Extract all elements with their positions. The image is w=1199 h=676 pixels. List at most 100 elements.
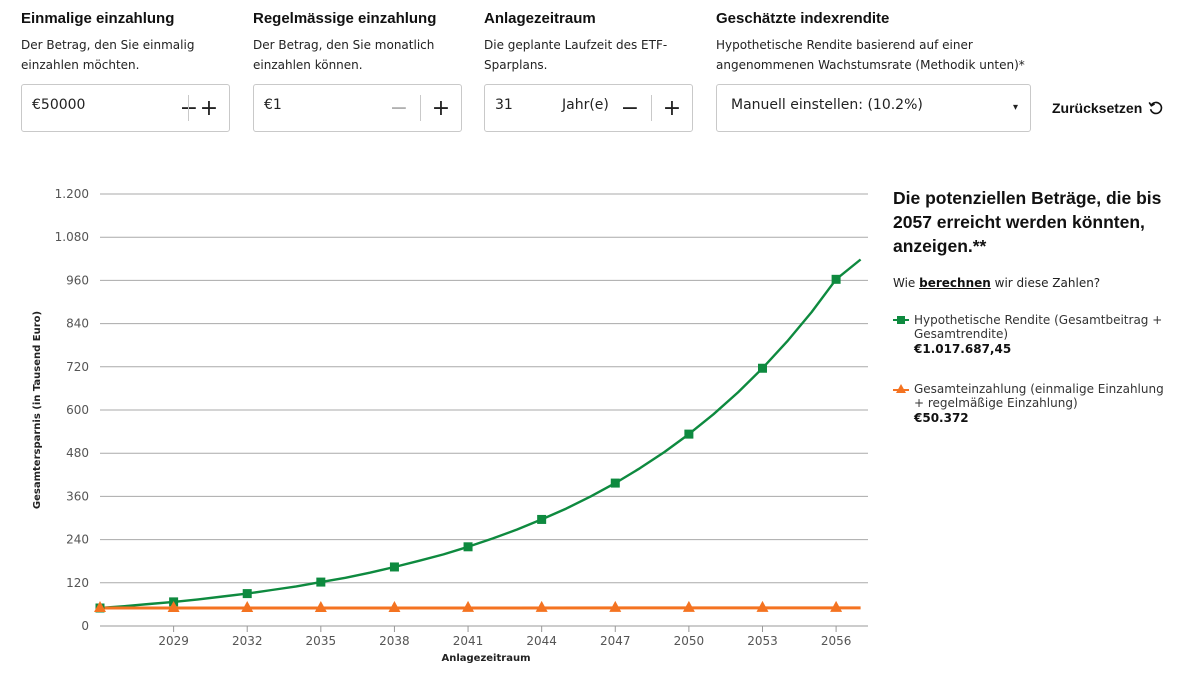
index-return-select[interactable]: Manuell einstellen: (10.2%) ▾ bbox=[716, 84, 1031, 132]
return-data-point bbox=[537, 514, 547, 524]
savings-chart: 0 120 240 360 480 600 720 840 960 1.080 1.200 2029… bbox=[32, 187, 868, 664]
y-tick-label: 120 bbox=[66, 576, 89, 590]
legend-label-deposits: Gesamteinzahlung (einmalige Einzahlung +… bbox=[914, 382, 1164, 410]
index-return-desc-line1: Hypothetische Rendite basierend auf eine… bbox=[716, 38, 973, 52]
lump-sum-title: Einmalige einzahlung bbox=[21, 10, 175, 27]
y-tick-label: 720 bbox=[66, 360, 89, 374]
deposits-data-point bbox=[830, 600, 843, 612]
return-series-line bbox=[99, 258, 862, 610]
period-desc-line2: Sparplans. bbox=[484, 58, 548, 72]
return-data-point bbox=[463, 542, 473, 552]
deposits-data-point bbox=[241, 600, 254, 612]
period-stepper[interactable]: 31 Jahr(e) − + bbox=[484, 84, 693, 132]
period-title: Anlagezeitraum bbox=[484, 10, 596, 27]
x-tick-label: 2029 bbox=[158, 634, 189, 648]
lump-sum-desc-line1: Der Betrag, den Sie einmalig bbox=[21, 38, 195, 52]
y-tick-label: 240 bbox=[66, 533, 89, 547]
lump-sum-stepper[interactable]: €50000 − + bbox=[21, 84, 230, 132]
x-tick-label: 2038 bbox=[379, 634, 410, 648]
legend-item-deposits: Gesamteinzahlung (einmalige Einzahlung +… bbox=[893, 382, 1168, 425]
legend-triangle-icon bbox=[893, 384, 909, 393]
y-tick-label: 600 bbox=[66, 403, 89, 417]
x-tick-label: 2053 bbox=[747, 634, 778, 648]
y-tick-label: 1.080 bbox=[55, 230, 89, 244]
index-return-selected-value: Manuell einstellen: (10.2%) bbox=[731, 97, 923, 113]
lump-sum-field: Einmalige einzahlung Der Betrag, den Sie… bbox=[21, 10, 194, 75]
period-decrement-button[interactable]: − bbox=[620, 95, 640, 121]
reset-icon bbox=[1148, 101, 1163, 115]
lump-sum-divider bbox=[188, 95, 189, 121]
return-data-point bbox=[242, 589, 252, 599]
reset-label: Zurücksetzen bbox=[1052, 100, 1143, 116]
summary-title: Die potenziellen Beträge, die bis 2057 e… bbox=[893, 188, 1162, 256]
deposits-data-point bbox=[388, 600, 401, 612]
return-data-point bbox=[684, 429, 694, 439]
x-axis-ticks: 2029 2032 2035 2038 2041 2044 2047 2050 2053 2056 bbox=[158, 626, 851, 648]
return-data-point bbox=[316, 577, 326, 587]
calculation-link[interactable]: berechnen bbox=[919, 276, 991, 290]
chevron-down-icon: ▾ bbox=[1012, 102, 1018, 113]
lump-sum-input[interactable]: €50000 bbox=[32, 97, 86, 113]
deposits-data-point bbox=[756, 600, 769, 612]
legend-square-icon bbox=[893, 316, 909, 324]
x-tick-label: 2032 bbox=[232, 634, 263, 648]
y-tick-label: 840 bbox=[66, 317, 89, 331]
return-data-point bbox=[610, 478, 620, 488]
deposits-data-point bbox=[167, 600, 180, 612]
reset-button[interactable]: Zurücksetzen bbox=[1052, 100, 1164, 116]
deposits-data-point bbox=[94, 601, 106, 612]
index-return-title: Geschätzte indexrendite bbox=[716, 10, 890, 27]
monthly-description: Der Betrag, den Sie monatlich einzahlen … bbox=[253, 35, 436, 75]
period-field: Anlagezeitraum Die geplante Laufzeit des… bbox=[484, 10, 667, 75]
y-tick-label: 960 bbox=[66, 273, 89, 287]
y-tick-label: 1.200 bbox=[55, 187, 89, 201]
deposits-data-point bbox=[682, 600, 695, 612]
y-tick-label: 0 bbox=[81, 619, 89, 633]
y-axis-ticks: 0 120 240 360 480 600 720 840 960 1.080 1.200 bbox=[55, 187, 89, 633]
legend-value-return: €1.017.687,45 bbox=[914, 342, 1012, 356]
monthly-title: Regelmässige einzahlung bbox=[253, 10, 437, 27]
summary-how: Wie berechnen wir diese Zahlen? bbox=[893, 276, 1100, 290]
x-tick-label: 2041 bbox=[453, 634, 484, 648]
y-tick-label: 480 bbox=[66, 446, 89, 460]
period-description: Die geplante Laufzeit des ETF- Sparplans… bbox=[484, 35, 667, 75]
x-tick-label: 2044 bbox=[526, 634, 557, 648]
legend-item-return: Hypothetische Rendite (Gesamtbeitrag + G… bbox=[893, 313, 1168, 356]
lump-sum-increment-button[interactable]: + bbox=[199, 95, 219, 121]
index-return-field: Geschätzte indexrendite Hypothetische Re… bbox=[716, 10, 1025, 75]
y-axis-label: Gesamtersparnis (in Tausend Euro) bbox=[32, 311, 43, 509]
index-return-description: Hypothetische Rendite basierend auf eine… bbox=[716, 35, 1025, 75]
period-increment-button[interactable]: + bbox=[662, 95, 682, 121]
summary-how-suffix: wir diese Zahlen? bbox=[990, 276, 1101, 290]
monthly-increment-button[interactable]: + bbox=[431, 95, 451, 121]
monthly-desc-line2: einzahlen können. bbox=[253, 58, 363, 72]
monthly-stepper[interactable]: €1 − + bbox=[253, 84, 462, 132]
period-unit: Jahr(e) bbox=[562, 97, 609, 113]
deposits-data-point bbox=[462, 600, 475, 612]
return-data-point bbox=[389, 562, 399, 572]
legend-value-deposits: €50.372 bbox=[914, 411, 969, 425]
deposits-data-point bbox=[314, 600, 327, 612]
return-data-point bbox=[831, 274, 841, 284]
x-tick-label: 2050 bbox=[674, 634, 705, 648]
monthly-field: Regelmässige einzahlung Der Betrag, den … bbox=[253, 10, 436, 75]
deposits-data-point bbox=[609, 600, 622, 612]
deposits-data-point bbox=[535, 600, 548, 612]
gridlines bbox=[100, 193, 868, 627]
monthly-divider bbox=[420, 95, 421, 121]
lump-sum-desc-line2: einzahlen möchten. bbox=[21, 58, 140, 72]
monthly-decrement-button[interactable]: − bbox=[389, 95, 409, 121]
y-tick-label: 360 bbox=[66, 489, 89, 503]
return-data-point bbox=[757, 363, 767, 373]
period-input[interactable]: 31 bbox=[495, 97, 513, 113]
legend-label-return: Hypothetische Rendite (Gesamtbeitrag + G… bbox=[914, 313, 1163, 341]
monthly-desc-line1: Der Betrag, den Sie monatlich bbox=[253, 38, 435, 52]
monthly-input[interactable]: €1 bbox=[264, 97, 282, 113]
x-axis-label: Anlagezeitraum bbox=[441, 653, 530, 664]
lump-sum-decrement-button[interactable]: − bbox=[179, 95, 199, 121]
summary-how-prefix: Wie bbox=[893, 276, 920, 290]
series-markers bbox=[94, 274, 843, 613]
period-desc-line1: Die geplante Laufzeit des ETF- bbox=[484, 38, 668, 52]
period-divider bbox=[651, 95, 652, 121]
lump-sum-description: Der Betrag, den Sie einmalig einzahlen m… bbox=[21, 35, 194, 75]
